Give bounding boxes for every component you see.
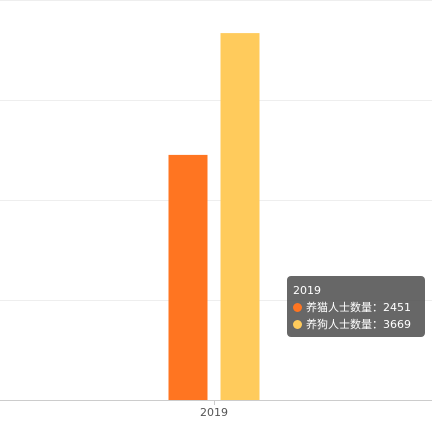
cat-series-dot-icon [293, 303, 302, 312]
tooltip-title: 2019 [293, 284, 321, 297]
bar-layer [168, 33, 260, 400]
tooltip-row-dog-label: 养狗人士数量：3669 [306, 318, 411, 331]
dog-series-dot-icon [293, 320, 302, 329]
bar-cat-2019[interactable] [168, 154, 208, 400]
tooltip-row-cat: 养猫人士数量：2451 [293, 299, 425, 316]
bar-dog-2019[interactable] [220, 33, 260, 400]
tick-layer: 2019 [200, 400, 228, 419]
tooltip-row-dog: 养狗人士数量：3669 [293, 316, 425, 333]
x-tick-label: 2019 [200, 406, 228, 419]
tooltip-row-cat-label: 养猫人士数量：2451 [306, 301, 411, 314]
grid-layer [0, 0, 432, 301]
chart-tooltip: 2019 养猫人士数量：2451 养狗人士数量：3669 [287, 276, 425, 337]
